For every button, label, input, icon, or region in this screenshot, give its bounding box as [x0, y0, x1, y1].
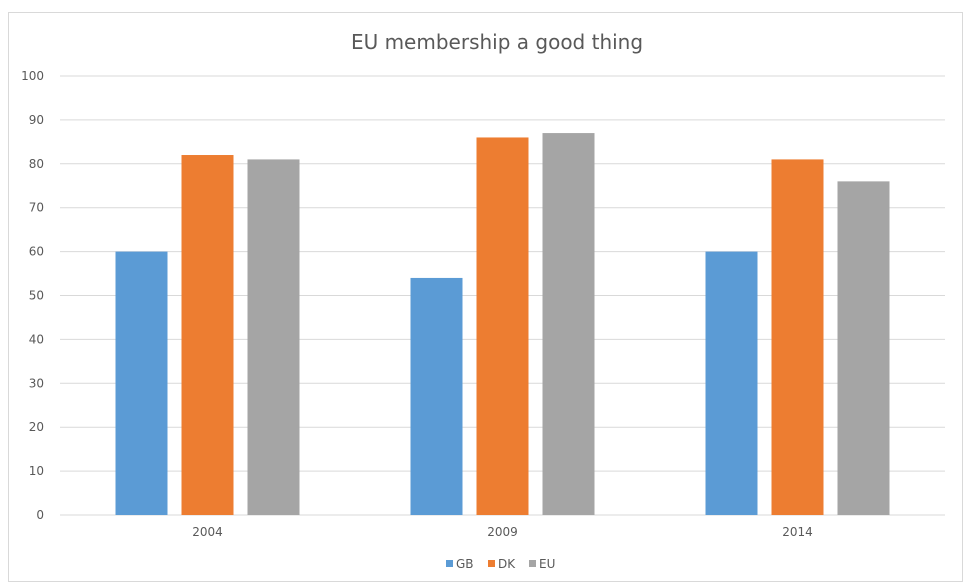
bar-gb-2009 — [410, 277, 463, 515]
y-tick-label: 10 — [29, 464, 44, 478]
bar-eu-2014 — [837, 181, 890, 516]
legend-label-dk: DK — [498, 557, 516, 571]
y-tick-label: 60 — [29, 245, 44, 259]
y-tick-label: 100 — [21, 69, 44, 83]
x-axis-ticks: 2004 2009 2014 — [192, 525, 813, 539]
legend-swatch-gb — [446, 560, 453, 567]
y-tick-label: 0 — [36, 508, 44, 522]
legend-label-gb: GB — [456, 557, 474, 571]
y-axis-ticks: 0 10 20 30 40 50 60 70 80 90 100 — [21, 69, 44, 522]
x-tick-label: 2004 — [192, 525, 223, 539]
x-tick-label: 2014 — [782, 525, 813, 539]
y-tick-label: 40 — [29, 332, 44, 346]
bars — [115, 133, 890, 516]
y-tick-label: 30 — [29, 376, 44, 390]
bar-eu-2004 — [247, 159, 300, 515]
bar-gb-2014 — [705, 251, 758, 515]
legend-swatch-eu — [529, 560, 536, 567]
y-tick-label: 80 — [29, 157, 44, 171]
bar-eu-2009 — [542, 133, 595, 515]
bar-dk-2004 — [181, 155, 234, 515]
legend: GB DK EU — [446, 557, 555, 571]
y-tick-label: 70 — [29, 201, 44, 215]
legend-label-eu: EU — [539, 557, 555, 571]
bar-dk-2014 — [771, 159, 824, 515]
y-tick-label: 20 — [29, 420, 44, 434]
y-tick-label: 90 — [29, 113, 44, 127]
chart-title: EU membership a good thing — [351, 30, 643, 54]
legend-swatch-dk — [488, 560, 495, 567]
x-tick-label: 2009 — [487, 525, 518, 539]
bar-dk-2009 — [476, 137, 529, 515]
bar-gb-2004 — [115, 251, 168, 515]
y-tick-label: 50 — [29, 289, 44, 303]
